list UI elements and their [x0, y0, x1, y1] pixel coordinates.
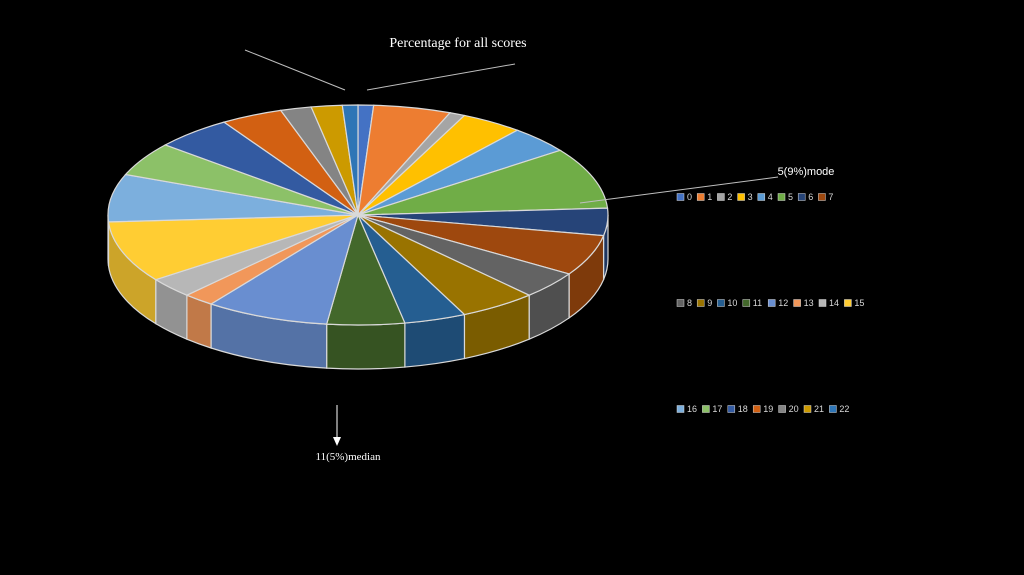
legend-swatch: [844, 299, 852, 307]
legend-label: 2: [727, 192, 732, 202]
legend-label: 13: [804, 298, 814, 308]
annotation: 5(9%)mode: [778, 166, 835, 178]
legend-label: 10: [727, 298, 737, 308]
legend-swatch: [676, 299, 685, 307]
legend-label: 14: [829, 298, 839, 308]
annotation: 11(5%)median: [316, 451, 381, 463]
legend-label: 9: [707, 298, 712, 308]
legend-swatch: [737, 193, 745, 201]
legend-swatch: [793, 299, 801, 307]
pie-tops: [107, 104, 609, 326]
legend-swatch: [818, 193, 826, 201]
legend-label: 5: [788, 192, 793, 202]
legend-label: 4: [768, 192, 773, 202]
pie-slice: [341, 104, 359, 216]
legend-swatch: [797, 193, 806, 201]
pie-slice-side: [326, 322, 406, 370]
annotation-arrowhead: [333, 437, 341, 446]
legend-swatch: [696, 193, 705, 201]
legend-swatch: [752, 405, 761, 413]
title-leader: [366, 63, 516, 91]
legend-swatch: [702, 405, 710, 413]
legend-swatch: [676, 193, 685, 201]
pie-slice: [107, 214, 359, 281]
legend-swatch: [829, 405, 837, 413]
pie-slice: [357, 149, 609, 216]
legend-label: 18: [738, 404, 748, 414]
legend-label: 19: [763, 404, 773, 414]
legend-label: 7: [828, 192, 833, 202]
legend-swatch: [777, 193, 786, 201]
legend-swatch: [696, 299, 705, 307]
pie-slice: [209, 213, 359, 325]
legend-swatch: [767, 299, 776, 307]
legend-label: 0: [687, 192, 692, 202]
legend-label: 21: [814, 404, 824, 414]
legend-label: 20: [789, 404, 799, 414]
legend-swatch: [717, 193, 725, 201]
legend-label: 16: [687, 404, 697, 414]
annotation-leader: [579, 176, 779, 204]
title-leader: [244, 49, 346, 91]
legend-label: 8: [687, 298, 692, 308]
legend-swatch: [778, 405, 786, 413]
legend-label: 22: [839, 404, 849, 414]
legend-swatch: [717, 299, 725, 307]
legend-label: 3: [748, 192, 753, 202]
legend-swatch: [818, 299, 827, 307]
legend-label: 1: [707, 192, 712, 202]
legend-label: 15: [854, 298, 864, 308]
legend-swatch: [757, 193, 766, 201]
pie-slice: [107, 173, 359, 223]
legend-label: 17: [712, 404, 722, 414]
chart-title: Percentage for all scores: [389, 36, 526, 51]
legend-swatch: [803, 405, 812, 413]
legend-swatch: [727, 405, 736, 413]
legend-label: 11: [753, 298, 762, 308]
legend-swatch: [676, 405, 685, 413]
legend-label: 6: [808, 192, 813, 202]
legend-label: 12: [778, 298, 788, 308]
legend-swatch: [742, 299, 751, 307]
